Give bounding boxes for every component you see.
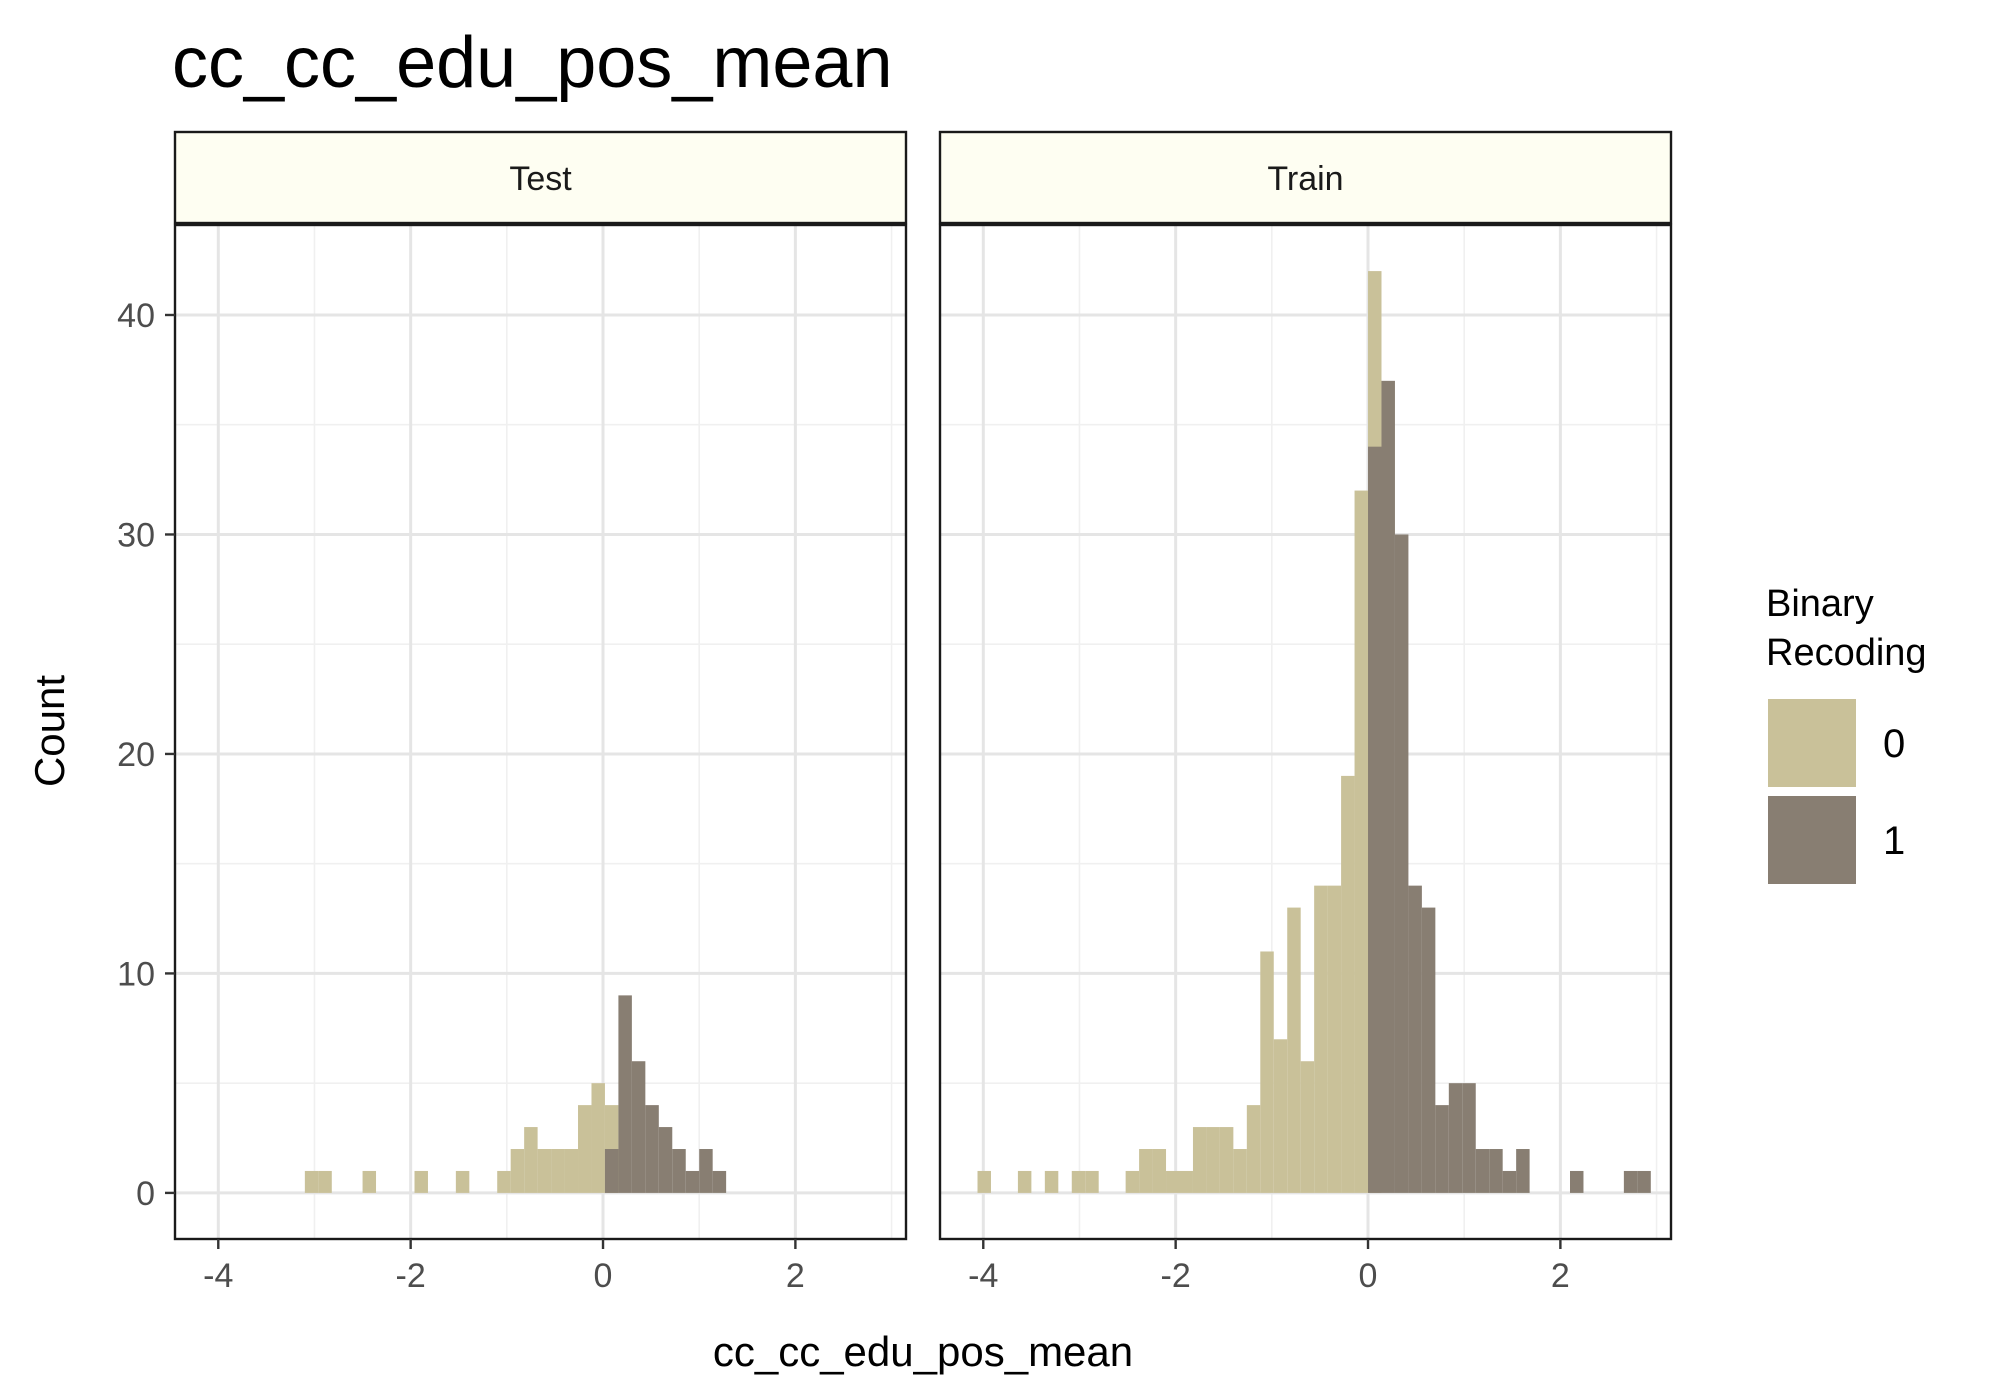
y-axis-ticks: 0 10 20 30 40 [117,297,175,1213]
histogram-bar-1 [1435,1105,1449,1193]
histogram-bar-0 [524,1127,538,1193]
y-axis-title: Count [26,675,73,787]
legend-key-0 [1768,699,1856,787]
histogram-bar-1 [672,1149,686,1193]
histogram-bars [977,271,1651,1193]
histogram-bar-0 [455,1170,470,1193]
histogram-bar-1 [1408,885,1422,1193]
histogram-bar-0 [1166,1170,1180,1193]
x-tick-label: 2 [786,1257,805,1295]
y-tick-label: 10 [117,955,155,993]
histogram-bar-0 [564,1149,579,1193]
histogram-bar-0 [1354,490,1369,1193]
histogram-bar-0 [510,1149,525,1193]
histogram-bars [304,995,727,1193]
x-axis-title: cc_cc_edu_pos_mean [713,1328,1133,1375]
panel-border [938,223,1673,1241]
facet-panel-train: Train -4 -2 0 2 [938,130,1673,1295]
histogram-bar-1 [1394,534,1409,1193]
histogram-bar-0 [591,1083,605,1193]
histogram-bar-1 [1489,1149,1503,1193]
strip-background [938,130,1673,225]
panel-background [175,225,906,1239]
x-tick-label: 2 [1551,1257,1570,1295]
histogram-bar-0 [1017,1170,1032,1193]
legend-title-line-2: Recoding [1766,632,1927,674]
strip-label-train: Train [1267,160,1343,198]
histogram-bar-1 [658,1127,673,1193]
facet-panel-test: Test -4 -2 0 2 [173,130,908,1295]
y-tick-label: 40 [117,297,155,335]
histogram-bar-0 [1206,1127,1220,1193]
legend-title-line-1: Binary [1766,583,1874,625]
x-tick-label: -2 [1161,1257,1191,1295]
histogram-bar-0 [1085,1170,1099,1193]
y-tick-label: 20 [117,736,155,774]
histogram-bar-0 [1179,1170,1193,1193]
histogram-bar-1 [712,1170,727,1193]
legend-key-1 [1768,796,1856,884]
histogram-bar-1 [1448,1083,1463,1193]
x-axis-ticks: -4 -2 0 2 [203,1239,805,1295]
histogram-bar-0 [1233,1149,1247,1193]
histogram-bar-0 [1192,1127,1207,1193]
histogram-bar-0 [414,1170,428,1193]
histogram-bar-1 [1516,1149,1530,1193]
histogram-bar-1 [1502,1170,1517,1193]
histogram-bar-1 [604,1149,619,1193]
histogram-bar-0 [1260,951,1274,1193]
panel-border [173,223,908,1241]
histogram-bar-0 [1287,907,1301,1193]
x-tick-label: -2 [396,1257,426,1295]
strip-label-test: Test [509,160,572,198]
histogram-bar-1 [618,995,632,1193]
histogram-bar-0 [537,1149,552,1193]
histogram-bar-0 [362,1170,377,1193]
x-tick-label: 0 [594,1257,613,1295]
histogram-bar-0 [1152,1149,1167,1193]
histogram-bar-0 [1139,1149,1153,1193]
histogram-bar-0 [497,1170,511,1193]
histogram-bar-1 [699,1149,713,1193]
strip-background [173,130,908,225]
histogram-bar-0 [1071,1170,1086,1193]
legend-label-1: 1 [1883,819,1905,863]
histogram-bar-1 [1637,1170,1651,1193]
histogram-bar-0 [1044,1170,1059,1193]
histogram-bar-0 [1246,1105,1261,1193]
x-tick-label: -4 [203,1257,233,1295]
histogram-bar-1 [685,1170,700,1193]
histogram-bar-0 [578,1105,592,1193]
legend: Binary Recoding 0 1 [1766,583,1927,884]
histogram-bar-0 [318,1170,332,1193]
histogram-bar-0 [1273,1039,1288,1193]
histogram-bar-0 [304,1170,319,1193]
histogram-bar-0 [551,1149,565,1193]
histogram-bar-1 [1623,1170,1638,1193]
histogram-bar-0 [1327,885,1342,1193]
y-tick-label: 0 [136,1175,155,1213]
histogram-bar-0 [1125,1170,1140,1193]
histogram-bar-0 [1219,1127,1234,1193]
chart-title: cc_cc_edu_pos_mean [172,23,893,103]
x-tick-label: 0 [1359,1257,1378,1295]
histogram-bar-0 [977,1170,991,1193]
histogram-bar-0 [1341,775,1355,1193]
histogram-bar-1 [631,1061,646,1193]
histogram-bar-1 [1475,1149,1490,1193]
histogram-bar-1 [1421,907,1436,1193]
legend-label-0: 0 [1883,722,1905,766]
histogram-bar-1 [1570,1170,1584,1193]
histogram-bar-1 [645,1105,659,1193]
x-axis-ticks: -4 -2 0 2 [968,1239,1570,1295]
histogram-bar-0 [1300,1061,1315,1193]
histogram-bar-1 [1368,446,1382,1193]
y-tick-label: 30 [117,516,155,554]
x-tick-label: -4 [968,1257,998,1295]
histogram-bar-0 [1314,885,1328,1193]
histogram-bar-1 [1381,380,1395,1193]
histogram-bar-1 [1462,1083,1476,1193]
